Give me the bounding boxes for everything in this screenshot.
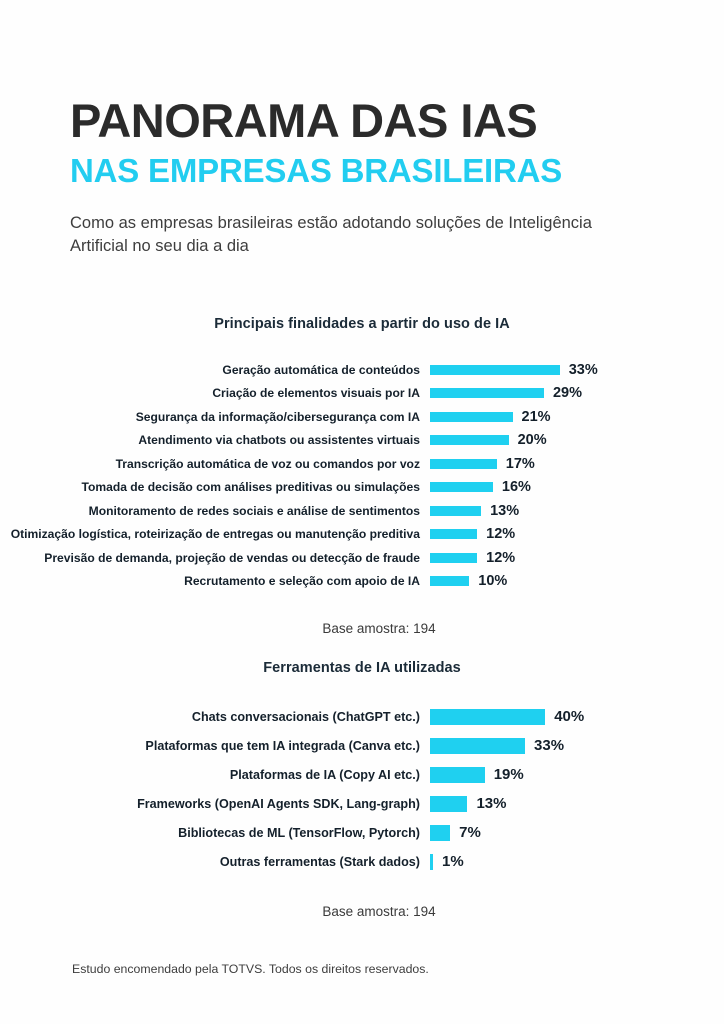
chart-row-label: Transcrição automática de voz ou comando… [115,456,420,471]
chart-row-label: Outras ferramentas (Stark dados) [219,854,420,869]
chart-bar [430,435,509,446]
chart-bar-track [430,505,482,516]
chart-row-label: Monitoramento de redes sociais e análise… [88,503,420,518]
chart-bar-track [430,388,544,399]
chart-row-value: 21% [521,408,551,425]
chart-row-value: 33% [568,361,598,378]
chart-row-label: Segurança da informação/cibersegurança c… [135,409,420,424]
chart-row: Geração automática de conteúdos 33% [0,358,724,382]
chart-bar-track [430,766,485,783]
chart-row-value: 10% [478,573,508,590]
chart-row: Frameworks (OpenAI Agents SDK, Lang-grap… [0,789,724,818]
chart-bar-track [430,552,478,563]
chart-row-label: Geração automática de conteúdos [222,362,420,377]
chart-bar-track [430,529,478,540]
chart-row: Outras ferramentas (Stark dados) 1% [0,847,724,876]
chart-bar [430,576,470,587]
page-subtitle: Como as empresas brasileiras estão adota… [70,214,592,255]
chart-row-label: Bibliotecas de ML (TensorFlow, Pytorch) [178,825,420,840]
chart-1-title: Principais finalidades a partir do uso d… [214,316,510,332]
chart-bar [430,708,546,725]
chart-bar-track [430,853,433,870]
chart-row: Chats conversacionais (ChatGPT etc.) 40% [0,702,724,731]
chart-row-label: Frameworks (OpenAI Agents SDK, Lang-grap… [137,796,420,811]
chart-section-ferramentas: Ferramentas de IA utilizadas Chats conve… [0,660,724,919]
chart-row-value: 19% [493,766,524,783]
chart-row-value: 17% [505,455,535,472]
chart-row-value: 13% [490,502,520,519]
chart-row: Recrutamento e seleção com apoio de IA 10… [0,570,724,594]
chart-1-base-note: Base amostra: 194 [322,621,436,636]
page-title-line2: NAS EMPRESAS BRASILEIRAS [70,152,563,189]
chart-bar [430,853,433,870]
chart-row-label: Otimização logística, roteirização de en… [10,527,420,542]
chart-row-value: 40% [554,708,585,725]
chart-bar [430,737,526,754]
chart-row-label: Recrutamento e seleção com apoio de IA [184,574,420,589]
chart-bar-track [430,364,560,375]
chart-bar [430,482,493,493]
chart-row-label: Tomada de decisão com análises preditiva… [81,480,420,495]
chart-row-value: 20% [517,432,547,449]
chart-row-value: 33% [534,737,565,754]
chart-row-value: 12% [486,549,516,566]
chart-row: Plataformas que tem IA integrada (Canva … [0,731,724,760]
chart-bar-track [430,411,513,422]
chart-row-label: Previsão de demanda, projeção de vendas … [44,550,420,565]
chart-bar [430,458,497,469]
chart-bar-track [430,576,470,587]
chart-bar [430,388,544,399]
chart-row-value: 7% [459,824,481,841]
chart-row: Tomada de decisão com análises preditiva… [0,476,724,500]
chart-row: Otimização logística, roteirização de en… [0,523,724,547]
chart-bar [430,552,478,563]
header: PANORAMA DAS IAS NAS EMPRESAS BRASILEIRA… [70,96,660,258]
chart-bar [430,766,485,783]
chart-row: Bibliotecas de ML (TensorFlow, Pytorch) 7… [0,818,724,847]
chart-row-value: 12% [486,526,516,543]
chart-row-label: Plataformas de IA (Copy AI etc.) [229,767,420,782]
chart-bar [430,364,560,375]
chart-row-label: Atendimento via chatbots ou assistentes … [138,433,420,448]
chart-row-label: Chats conversacionais (ChatGPT etc.) [191,709,420,724]
chart-bar [430,411,513,422]
chart-row: Atendimento via chatbots ou assistentes … [0,429,724,453]
chart-2-title: Ferramentas de IA utilizadas [263,660,461,676]
chart-row-value: 13% [476,795,507,812]
chart-row-value: 29% [552,385,582,402]
chart-bar-track [430,708,546,725]
chart-bar-track [430,435,509,446]
chart-row: Plataformas de IA (Copy AI etc.) 19% [0,760,724,789]
chart-2-rows: Chats conversacionais (ChatGPT etc.) 40% P… [0,702,724,876]
chart-row-value: 1% [442,853,464,870]
chart-bar-track [430,824,451,841]
chart-row-label: Criação de elementos visuais por IA [212,386,420,401]
chart-section-finalidades: Principais finalidades a partir do uso d… [0,316,724,636]
chart-row-label: Plataformas que tem IA integrada (Canva … [145,738,420,753]
chart-row: Segurança da informação/cibersegurança c… [0,405,724,429]
chart-bar-track [430,458,497,469]
chart-row: Monitoramento de redes sociais e análise… [0,499,724,523]
chart-row: Criação de elementos visuais por IA 29% [0,382,724,406]
chart-row-value: 16% [501,479,531,496]
chart-bar-track [430,737,526,754]
chart-bar [430,795,468,812]
chart-bar [430,505,482,516]
chart-bar-track [430,795,468,812]
chart-bar [430,824,451,841]
chart-row: Previsão de demanda, projeção de vendas … [0,546,724,570]
chart-1-rows: Geração automática de conteúdos 33% Criaçã… [0,358,724,593]
page-title-line1: PANORAMA DAS IAS [70,94,538,147]
footer-credit: Estudo encomendado pela TOTVS. Todos os … [72,962,429,976]
chart-2-base-note: Base amostra: 194 [322,904,436,919]
chart-row: Transcrição automática de voz ou comando… [0,452,724,476]
chart-bar [430,529,478,540]
chart-bar-track [430,482,493,493]
